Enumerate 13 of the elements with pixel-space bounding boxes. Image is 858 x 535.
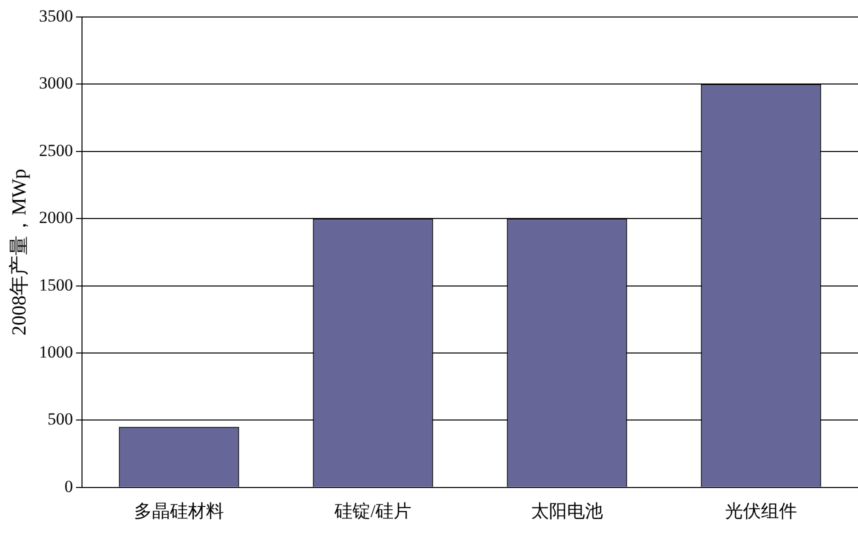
y-tick-label: 0 (64, 476, 73, 496)
x-tick-label: 硅锭/硅片 (333, 500, 412, 521)
y-tick-label: 1500 (39, 275, 73, 294)
y-tick-label: 2500 (39, 140, 73, 160)
y-tick-label: 3000 (39, 74, 73, 93)
x-tick-label: 太阳电池 (531, 500, 603, 521)
x-tick-label: 光伏组件 (725, 500, 797, 521)
y-tick-label: 2000 (39, 208, 73, 228)
y-tick-label: 1000 (39, 342, 73, 362)
x-tick-label: 多晶硅材料 (134, 500, 224, 521)
y-axis-title: 2008年产量，MWp (8, 168, 30, 336)
y-tick-label: 3500 (39, 6, 73, 26)
y-tick-label: 500 (48, 410, 73, 429)
